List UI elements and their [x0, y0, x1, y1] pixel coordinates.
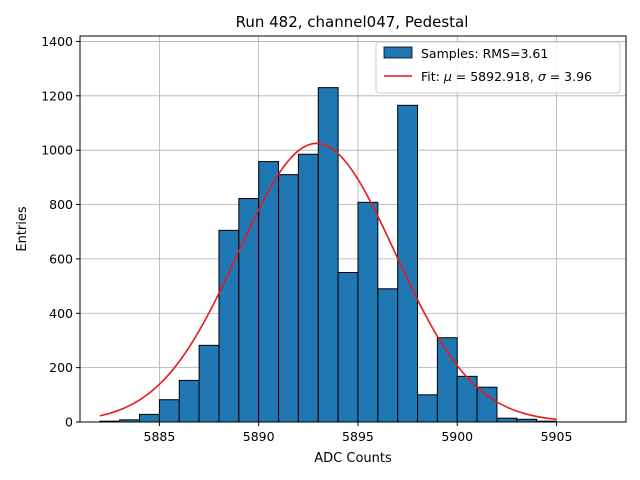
- fit-curve: [99, 142, 557, 421]
- x-axis-label: ADC Counts: [314, 451, 392, 466]
- histogram-bar: [436, 337, 458, 423]
- histogram-bar: [377, 288, 399, 423]
- histogram-bar: [476, 386, 498, 423]
- histogram-bar: [238, 198, 260, 423]
- legend-swatch-samples: [383, 46, 413, 59]
- y-tick-label: 600: [49, 251, 73, 266]
- histogram-bar: [198, 344, 220, 423]
- legend-fit-sigma: σ: [538, 69, 547, 84]
- histogram-bar: [456, 375, 478, 423]
- y-tick-label: 1200: [41, 88, 73, 103]
- x-tick-label: 5895: [342, 429, 374, 444]
- plot-frame: [79, 35, 627, 423]
- y-tick-label: 1000: [41, 143, 73, 158]
- x-axis-ticks: 5885 5890 5895 5900 5905: [144, 422, 573, 444]
- legend: Samples: RMS=3.61 Fit: μ = 5892.918, σ =…: [375, 41, 621, 94]
- x-tick-label: 5885: [144, 429, 176, 444]
- x-tick-label: 5900: [441, 429, 473, 444]
- legend-label-fit: Fit: μ = 5892.918, σ = 3.96: [421, 69, 592, 84]
- histogram-bar: [417, 394, 438, 423]
- legend-fit-part-1: Fit:: [421, 69, 444, 84]
- x-tick-label: 5905: [541, 429, 573, 444]
- histogram-bar: [496, 417, 518, 423]
- histogram-bar: [317, 87, 339, 423]
- histogram-bar: [337, 271, 359, 423]
- y-axis-label: Entries: [15, 206, 30, 252]
- histogram-bar: [139, 413, 160, 423]
- legend-fit-part-3: = 3.96: [546, 69, 592, 84]
- x-tick-label: 5890: [243, 429, 275, 444]
- y-tick-label: 1400: [41, 34, 73, 49]
- y-tick-label: 400: [49, 306, 73, 321]
- legend-label-samples: Samples: RMS=3.61: [421, 46, 548, 61]
- histogram-bar: [158, 399, 180, 423]
- y-tick-label: 200: [49, 360, 73, 375]
- legend-fit-part-2: = 5892.918,: [452, 69, 538, 84]
- legend-box: [375, 41, 621, 94]
- histogram-bar: [258, 161, 280, 423]
- y-tick-label: 0: [65, 415, 73, 430]
- fit-curve-group: [99, 142, 557, 421]
- histogram-bar: [278, 174, 299, 423]
- y-axis-ticks: 0 200 400 600 800 1000 1200 1400: [41, 34, 80, 430]
- histogram-bar: [357, 201, 379, 423]
- histogram-bar: [297, 153, 319, 423]
- legend-fit-mu: μ: [443, 69, 452, 84]
- chart-title: Run 482, channel047, Pedestal: [236, 13, 469, 31]
- histogram-bar: [178, 379, 200, 423]
- y-tick-label: 800: [49, 197, 73, 212]
